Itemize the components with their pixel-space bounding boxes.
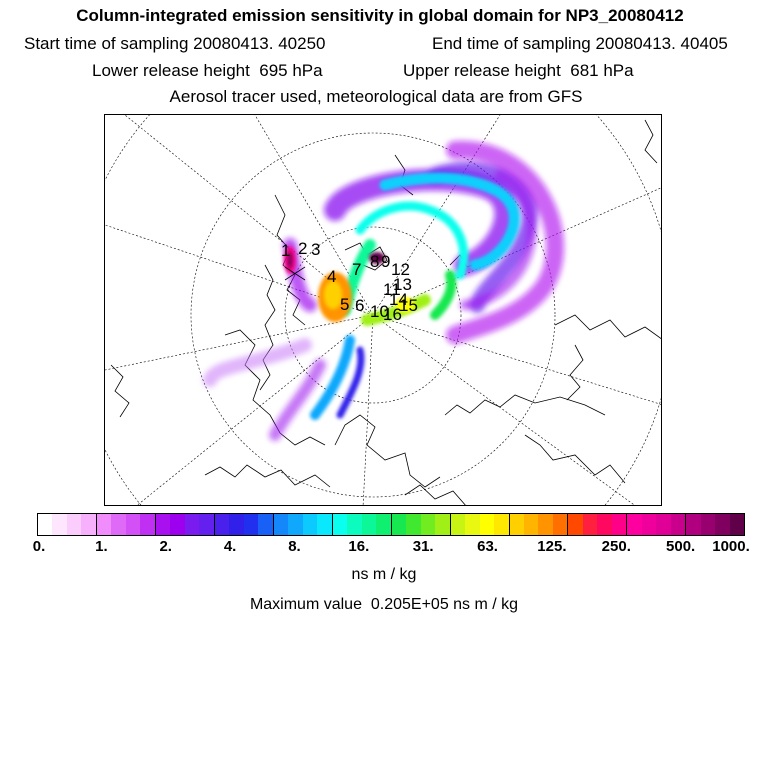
colorbar-cell [479,514,495,535]
release-label: 8 [370,252,379,271]
colorbar-cell [243,514,259,535]
colorbar-tick-label: 4. [223,538,237,555]
colorbar-cell [435,514,451,535]
colorbar-cell [597,514,612,535]
tracer-note: Aerosol tracer used, meteorological data… [169,87,583,106]
release-label: 11 [383,280,401,299]
colorbar-cell [465,514,480,535]
colorbar-cell [361,514,377,535]
release-label: 1 [281,241,290,260]
colorbar-cell [656,514,671,535]
colorbar-cell [627,514,642,535]
colorbar-tick-label: 125. [537,538,567,555]
coastlines [110,119,661,505]
colorbar-cell [214,514,230,535]
colorbar-cell [552,514,569,535]
release-label: 16 [383,305,402,324]
colorbar-tick-label: 250. [601,538,631,555]
colorbar-cell [155,514,171,535]
colorbar-cell [700,514,716,535]
release-label: 13 [393,275,412,294]
release-label: 5 [340,295,349,314]
colorbar-cell [96,514,112,535]
upper-release-height-label: Upper release height 681 hPa [403,61,634,80]
maximum-value-label: Maximum value 0.205E+05 ns m / kg [249,596,519,613]
colorbar-tick-label: 63. [477,538,498,555]
end-sampling-label: End time of sampling 20080413. 40405 [432,34,728,53]
colorbar-cell [523,514,539,535]
colorbar-cell [229,514,244,535]
colorbar-cell [347,514,362,535]
colorbar-cell [568,514,583,535]
colorbar-cell [317,514,333,535]
colorbar [37,513,745,536]
colorbar-cell [376,514,392,535]
latitude-circles [105,115,661,505]
colorbar-cell [38,514,53,535]
colorbar-cell [332,514,348,535]
map-panel: 1 2 3 4 5 6 7 8 9 10 11 12 13 14 15 16 [104,114,662,506]
colorbar-cell [670,514,687,535]
sensitivity-plume [203,140,564,441]
release-point-labels: 1 2 3 4 5 6 7 8 9 10 11 12 13 14 15 16 [281,239,418,324]
colorbar-cell [199,514,215,535]
plot-title: Column-integrated emission sensitivity i… [76,6,684,25]
release-label: 4 [327,267,336,286]
colorbar-cell [273,514,289,535]
colorbar-cell [406,514,421,535]
colorbar-cell [52,514,67,535]
release-label: 14 [389,290,408,309]
colorbar-cell [302,514,318,535]
colorbar-cell [686,514,701,535]
release-label: 6 [355,296,364,315]
colorbar-tick-label: 8. [288,538,301,555]
colorbar-cell [450,514,466,535]
colorbar-cell [81,514,97,535]
colorbar-cell [729,514,745,535]
release-label: 10 [370,302,389,321]
colorbar-tick-label: 1000. [712,538,750,555]
colorbar-cell [258,514,274,535]
release-label: 3 [311,240,320,259]
release-label: 7 [352,260,361,279]
colorbar-tick-label: 16. [348,538,370,555]
polar-map: 1 2 3 4 5 6 7 8 9 10 11 12 13 14 15 16 [105,115,661,505]
colorbar-tick-label: 1. [95,538,108,555]
colorbar-cell [184,514,200,535]
colorbar-cell [125,514,141,535]
colorbar-tick-label: 2. [159,538,172,555]
colorbar-cell [391,514,407,535]
colorbar-cell [111,514,126,535]
release-label: 9 [381,252,390,271]
colorbar-cell [140,514,156,535]
release-label: 2 [298,239,307,258]
colorbar-cell [611,514,628,535]
colorbar-tick-label: 31. [412,538,434,555]
start-sampling-label: Start time of sampling 20080413. 40250 [24,34,326,53]
colorbar-tick-label: 500. [666,538,696,555]
release-label: 12 [391,260,410,279]
colorbar-cell [170,514,185,535]
unit-label: ns m / kg [351,566,417,583]
pole-marker [284,266,306,281]
colorbar-cell [715,514,730,535]
colorbar-cell [582,514,598,535]
release-label: 15 [399,296,418,315]
colorbar-cell [509,514,524,535]
colorbar-cell [538,514,553,535]
colorbar-cell [641,514,657,535]
lower-release-height-label: Lower release height 695 hPa [92,61,323,80]
colorbar-cell [420,514,436,535]
colorbar-cell [288,514,303,535]
colorbar-cell [494,514,510,535]
colorbar-tick-label: 0. [32,538,46,555]
colorbar-cell [66,514,82,535]
